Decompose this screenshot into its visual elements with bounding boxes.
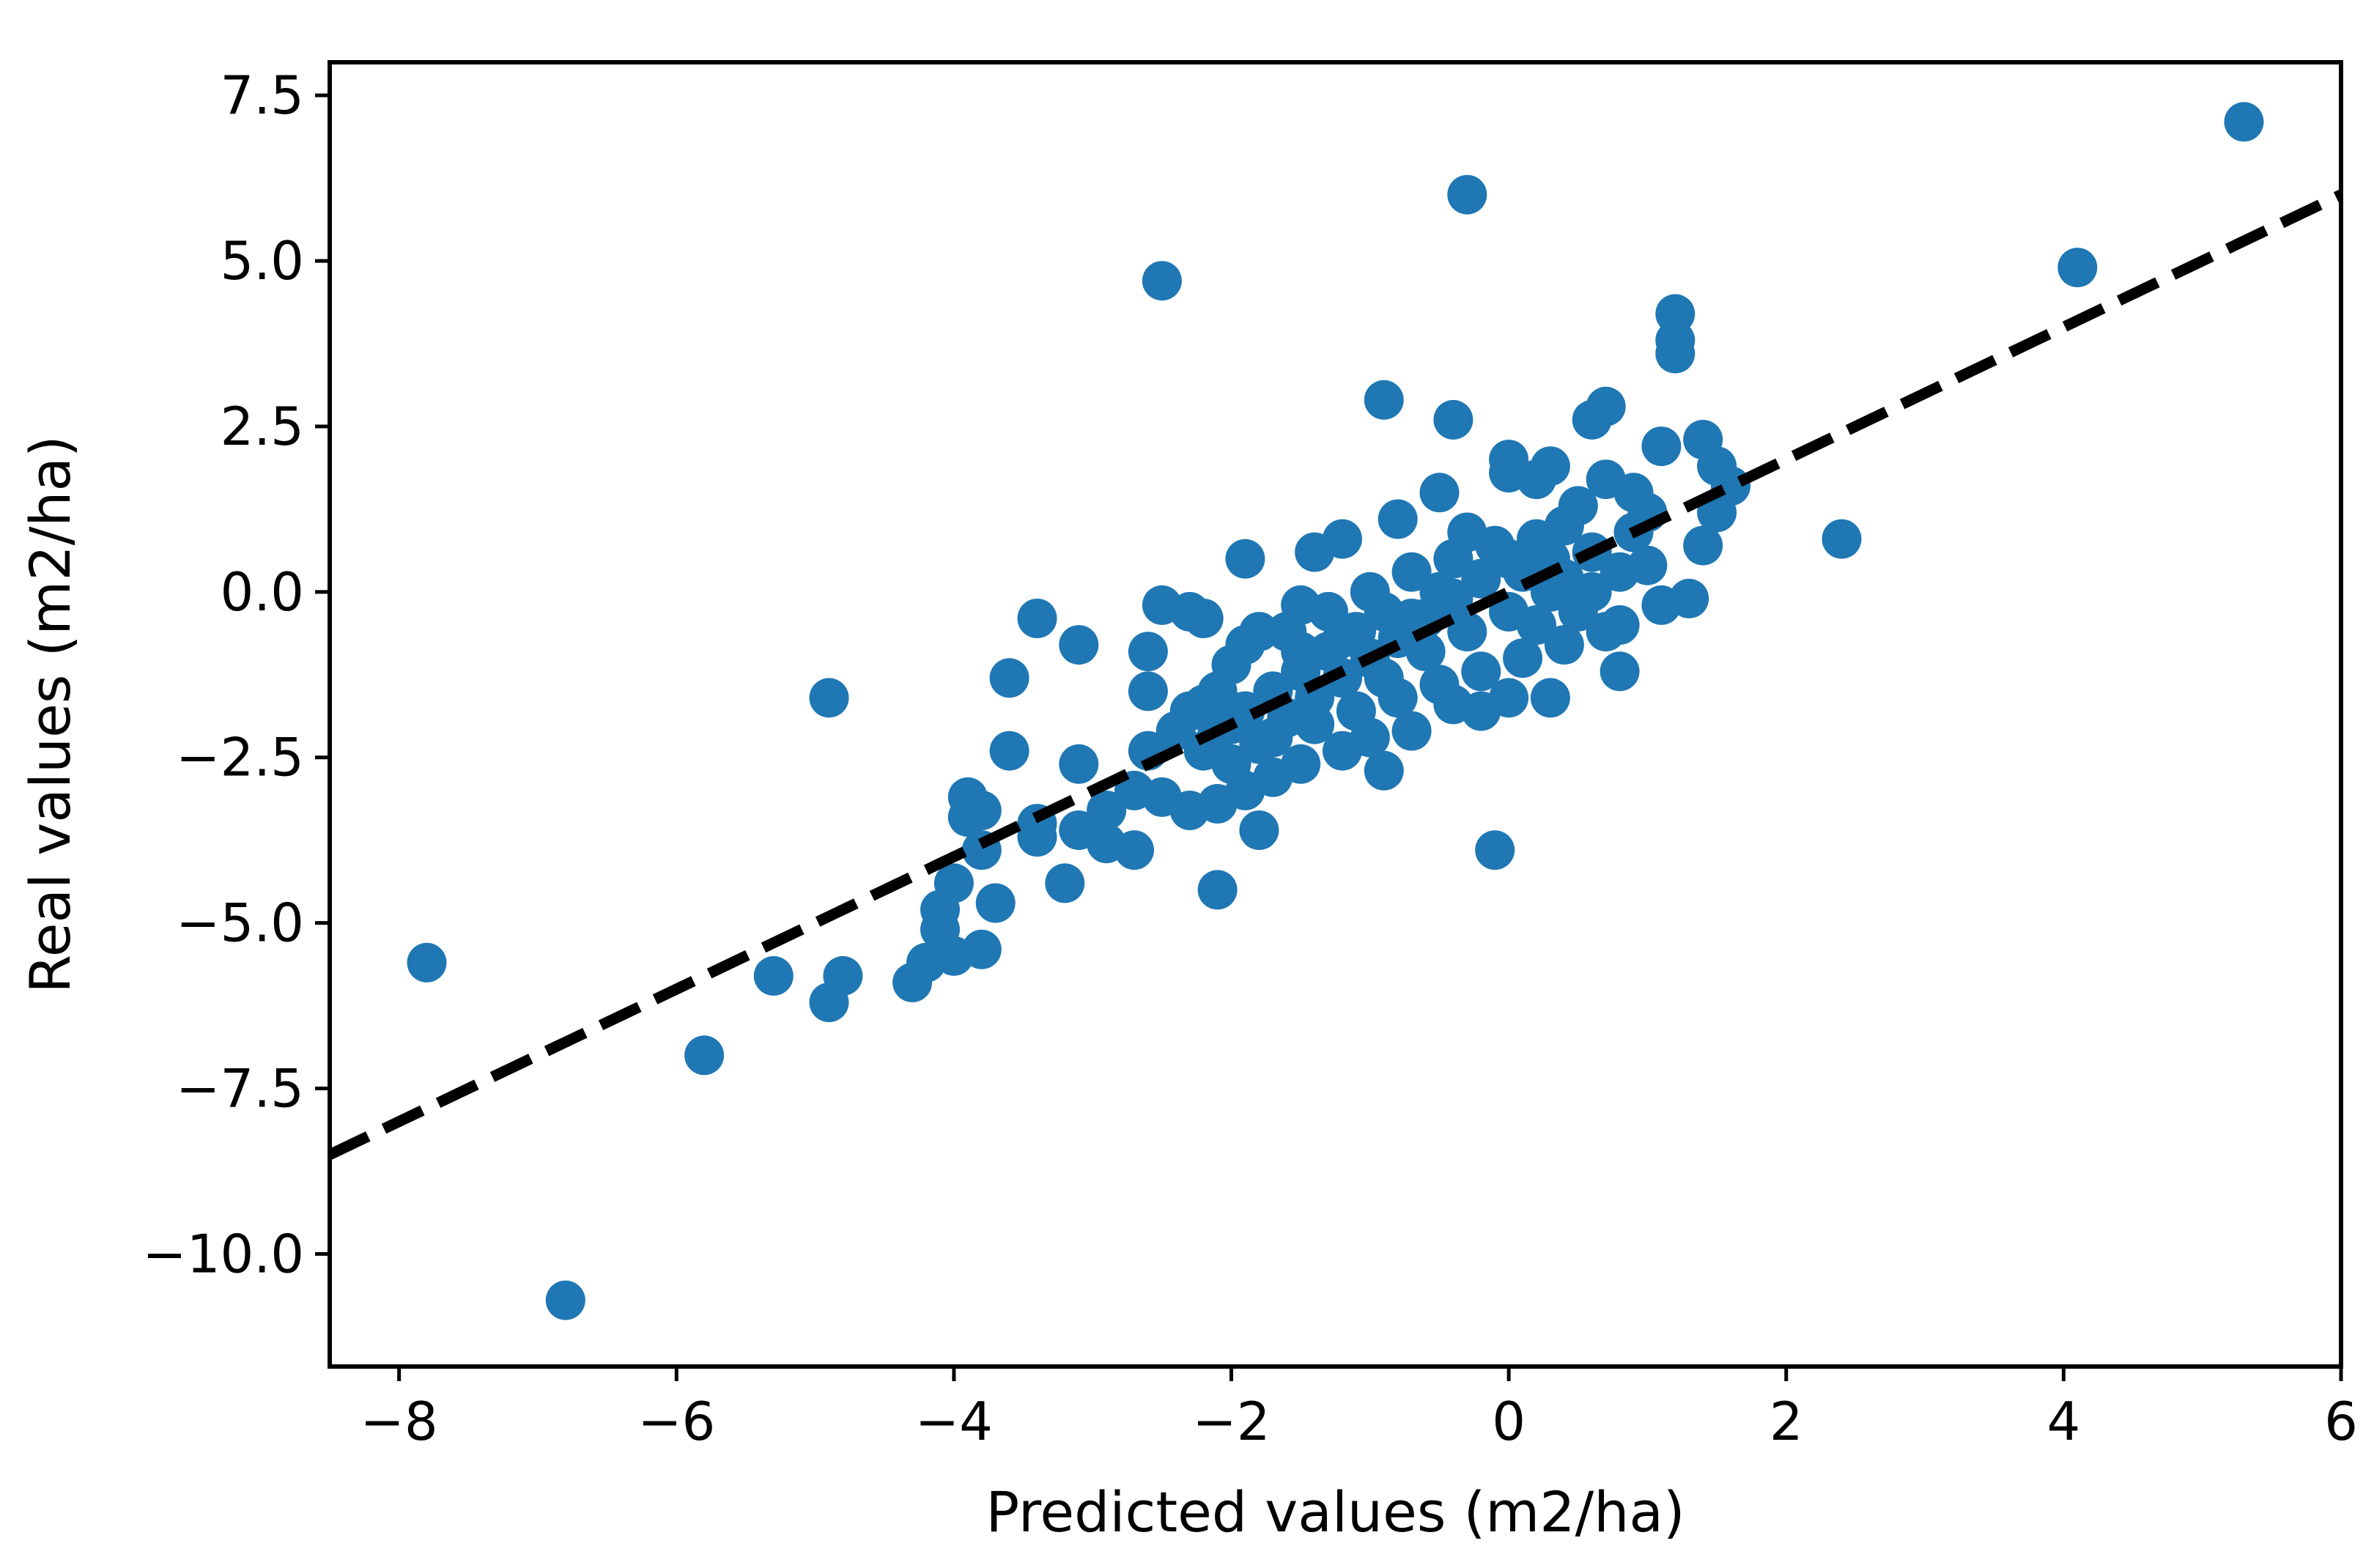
y-axis-label: Real values (m2/ha) <box>18 435 83 993</box>
data-point <box>1586 386 1626 426</box>
data-point <box>1683 525 1723 566</box>
data-point <box>1433 399 1473 440</box>
data-point <box>545 1280 585 1320</box>
x-tick-label: −8 <box>360 1391 438 1452</box>
data-point <box>1433 539 1473 579</box>
data-point <box>1461 651 1501 692</box>
y-tick-label: −2.5 <box>176 727 304 788</box>
data-point <box>2057 248 2098 288</box>
data-point <box>1475 830 1515 870</box>
data-point <box>1364 750 1404 791</box>
data-point <box>975 883 1016 923</box>
data-point <box>1419 473 1460 513</box>
data-point <box>1489 440 1529 480</box>
data-point <box>1544 625 1584 665</box>
data-point <box>1447 612 1487 652</box>
data-point <box>1059 744 1099 784</box>
data-point <box>1211 744 1251 784</box>
data-point <box>407 942 447 983</box>
data-point <box>1822 519 1862 559</box>
data-point <box>2224 102 2264 142</box>
data-point <box>1364 658 1404 698</box>
data-point <box>1253 717 1293 758</box>
x-tick-label: 6 <box>2324 1391 2358 1452</box>
points-layer <box>407 102 2264 1320</box>
x-tick-label: 4 <box>2046 1391 2080 1452</box>
data-point <box>1323 519 1362 559</box>
data-point <box>1391 711 1432 751</box>
data-point <box>1045 863 1085 903</box>
data-point <box>809 678 849 718</box>
y-tick-label: −10.0 <box>142 1223 304 1284</box>
data-point <box>1544 506 1584 546</box>
data-point <box>1447 174 1487 215</box>
data-point <box>1323 731 1362 771</box>
data-point <box>1586 612 1626 652</box>
data-point <box>1336 691 1376 731</box>
data-point <box>1391 552 1432 592</box>
y-tick-label: 0.0 <box>220 561 304 623</box>
data-point <box>1155 711 1196 751</box>
data-point <box>1405 632 1446 672</box>
y-tick-label: −7.5 <box>176 1058 304 1120</box>
data-point <box>1530 678 1570 718</box>
data-point <box>1419 665 1460 705</box>
data-point <box>1600 651 1640 692</box>
data-point <box>1114 830 1154 870</box>
x-tick-label: −4 <box>915 1391 993 1452</box>
y-tick-label: −5.0 <box>176 892 304 954</box>
data-point <box>961 929 1002 969</box>
x-axis-ticks: −8 −6 −4 −2 0 2 4 6 <box>360 1367 2358 1452</box>
data-point <box>1572 572 1612 612</box>
data-point <box>1017 817 1057 857</box>
data-point <box>1017 599 1057 638</box>
data-point <box>1197 870 1238 910</box>
plot-frame <box>328 60 2343 1369</box>
data-point <box>1461 558 1501 599</box>
y-tick-label: 5.0 <box>220 230 304 292</box>
x-tick-label: 0 <box>1492 1391 1526 1452</box>
data-point <box>961 791 1002 830</box>
data-point <box>1641 585 1682 625</box>
x-tick-label: 2 <box>1770 1391 1803 1452</box>
data-point <box>1183 599 1224 638</box>
data-point <box>1641 426 1682 467</box>
data-point <box>753 955 794 996</box>
data-point <box>823 955 863 996</box>
data-point <box>1239 810 1279 851</box>
data-point <box>1087 791 1127 830</box>
data-point <box>1142 261 1182 301</box>
data-point <box>1530 446 1570 487</box>
data-point <box>1225 539 1265 579</box>
y-axis-ticks: −10.0 −7.5 −5.0 −2.5 0.0 2.5 5.0 7.5 <box>142 64 330 1284</box>
data-point <box>1323 618 1362 659</box>
data-point <box>1517 605 1556 645</box>
data-point <box>1378 499 1418 539</box>
data-point <box>933 863 974 903</box>
x-tick-label: −6 <box>637 1391 715 1452</box>
data-point <box>1281 632 1321 672</box>
y-tick-label: 2.5 <box>220 396 304 457</box>
data-point <box>989 731 1029 771</box>
data-point <box>1350 572 1390 612</box>
data-point <box>684 1035 725 1076</box>
data-point <box>1475 525 1515 566</box>
data-point <box>1503 638 1543 678</box>
data-point <box>1128 671 1168 711</box>
data-point <box>989 658 1029 698</box>
data-point <box>1364 380 1404 420</box>
x-tick-label: −2 <box>1192 1391 1270 1452</box>
data-point <box>1295 704 1335 744</box>
data-point <box>1627 545 1668 585</box>
data-point <box>1655 333 1696 374</box>
data-point <box>1059 625 1099 665</box>
data-point <box>1128 632 1168 672</box>
data-point <box>1419 572 1460 612</box>
x-axis-label: Predicted values (m2/ha) <box>986 1479 1685 1545</box>
y-tick-label: 7.5 <box>220 64 304 126</box>
data-point <box>1183 684 1224 725</box>
reference-line <box>327 189 2344 1160</box>
